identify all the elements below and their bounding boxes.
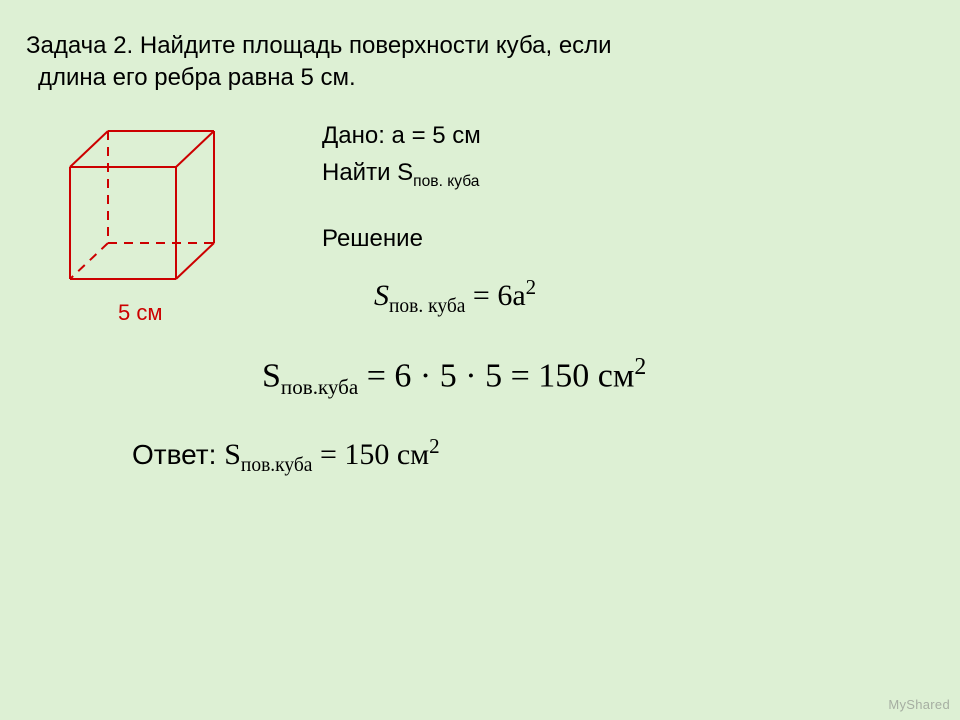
given-solution-column: Дано: а = 5 см Найти Sпов. куба Решение …	[322, 113, 536, 323]
calc-lhs: = 6 · 5 · 5 =	[358, 357, 538, 394]
cube-diagram	[62, 121, 222, 291]
calculation-line: Sпов.куба = 6 · 5 · 5 = 150 см2	[262, 354, 934, 400]
answer-subscript: пов.куба	[241, 455, 313, 476]
given-label: Дано:	[322, 122, 385, 149]
answer-symbol: S	[224, 438, 241, 471]
problem-title: Задача 2. Найдите площадь поверхности ку…	[26, 30, 934, 62]
find-symbol: S	[397, 159, 413, 186]
problem-label: Задача 2.	[26, 32, 133, 59]
answer-eq: =	[312, 438, 344, 471]
calc-subscript: пов.куба	[281, 375, 358, 399]
formula-subscript: пов. куба	[389, 296, 465, 317]
surface-area-formula: Sпов. куба = 6a2	[374, 271, 536, 322]
given-line: Дано: а = 5 см	[322, 117, 536, 154]
cube-edge-label: 5 см	[118, 300, 322, 326]
find-line: Найти Sпов. куба	[322, 154, 536, 194]
slide-root: Задача 2. Найдите площадь поверхности ку…	[0, 0, 960, 507]
watermark: MyShared	[888, 697, 950, 712]
problem-text-2: длина его ребра равна 5 см.	[26, 62, 934, 94]
calc-symbol: S	[262, 357, 281, 394]
solution-label: Решение	[322, 220, 536, 257]
problem-text-1: Найдите площадь поверхности куба, если	[140, 32, 612, 59]
answer-value: 150 см	[344, 438, 429, 471]
find-label: Найти	[322, 159, 390, 186]
find-subscript: пов. куба	[413, 173, 479, 190]
formula-exponent: 2	[526, 275, 537, 299]
given-value: а = 5 см	[392, 122, 481, 149]
formula-equals: = 6a	[465, 279, 525, 312]
answer-line: Ответ: Sпов.куба = 150 см2	[132, 434, 934, 477]
calc-rhs: 150 см	[538, 357, 634, 394]
answer-exponent: 2	[429, 434, 440, 458]
cube-column: 5 см	[26, 113, 322, 326]
calc-exponent: 2	[634, 354, 646, 380]
formula-symbol: S	[374, 279, 389, 312]
figure-row: 5 см Дано: а = 5 см Найти Sпов. куба Реш…	[26, 113, 934, 326]
answer-label: Ответ:	[132, 439, 216, 470]
